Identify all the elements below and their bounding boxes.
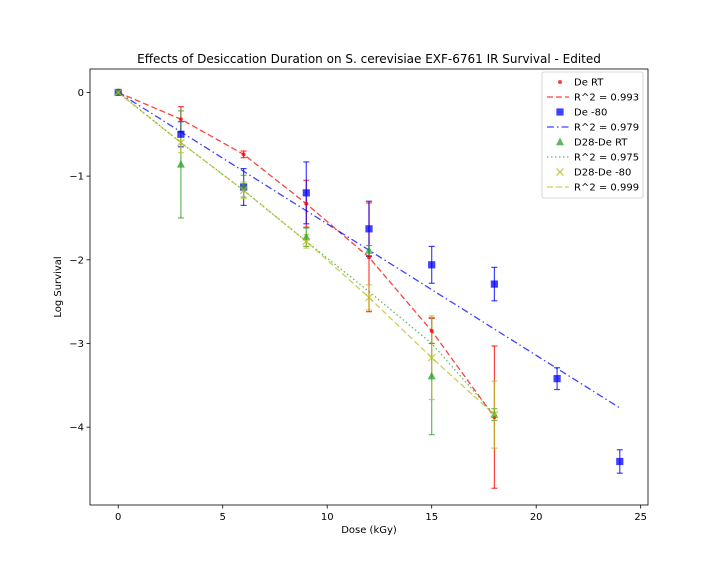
- data-point: [365, 225, 373, 233]
- x-tick-label: 25: [634, 512, 647, 523]
- data-point: [616, 457, 624, 466]
- data-point: [490, 280, 498, 288]
- data-point: [239, 186, 248, 195]
- data-point-stroke: [427, 353, 436, 362]
- data-point: [302, 189, 310, 197]
- legend-label: R^2 = 0.999: [574, 183, 639, 194]
- data-point: [490, 410, 499, 419]
- data-point-stroke: [114, 88, 123, 97]
- legend-marker: [556, 137, 564, 146]
- x-axis-label: Dose (kGy): [341, 525, 397, 536]
- data-point: [176, 138, 185, 147]
- data-point: [365, 293, 373, 302]
- legend-label: De -80: [574, 108, 607, 119]
- data-point-stroke: [239, 186, 248, 195]
- data-markers: [114, 87, 624, 466]
- x-tick-label: 0: [115, 512, 121, 523]
- legend-label: D28-De -80: [574, 168, 631, 179]
- data-point: [427, 371, 436, 380]
- data-point: [302, 237, 311, 246]
- data-point: [553, 375, 561, 383]
- legend-marker: [558, 80, 562, 84]
- y-tick-label: −2: [69, 255, 84, 266]
- x-tick-label: 10: [321, 512, 334, 523]
- legend-marker: [556, 108, 564, 116]
- data-point: [176, 159, 185, 168]
- axes: 0 5 10 15 20 25 0 −1 −2 −3 −4: [69, 88, 647, 523]
- legend-label: R^2 = 0.975: [574, 153, 639, 164]
- data-point-stroke: [365, 293, 373, 302]
- data-point: [114, 88, 123, 97]
- data-point: [367, 255, 371, 260]
- legend-marker: [556, 168, 564, 176]
- y-tick-label: 0: [78, 88, 84, 99]
- legend-box: [541, 71, 644, 199]
- data-point: [428, 261, 436, 269]
- x-tick-label: 20: [530, 512, 543, 523]
- data-point-stroke: [176, 138, 185, 147]
- data-point-stroke: [490, 410, 499, 419]
- y-tick-label: −1: [69, 172, 84, 183]
- data-point: [304, 201, 309, 206]
- legend: De RT R^2 = 0.993 De -80 R^2 = 0.979 D28-De …: [541, 71, 644, 199]
- y-tick-label: −3: [69, 339, 84, 350]
- y-axis-label: Log Survival: [53, 256, 64, 317]
- data-point: [429, 328, 434, 333]
- x-tick-label: 15: [425, 512, 438, 523]
- chart-title: Effects of Desiccation Duration on S. ce…: [137, 52, 601, 66]
- x-tick-label: 5: [220, 512, 226, 523]
- data-point: [241, 152, 246, 157]
- data-point: [427, 353, 436, 362]
- data-point-stroke: [302, 237, 311, 246]
- y-tick-label: −4: [69, 423, 84, 434]
- legend-label: R^2 = 0.979: [574, 123, 639, 134]
- legend-label: D28-De RT: [574, 138, 628, 149]
- legend-label: De RT: [574, 78, 604, 89]
- data-point: [365, 246, 373, 254]
- legend-label: R^2 = 0.993: [574, 93, 639, 104]
- data-point: [177, 130, 185, 138]
- legend-marker-stroke: [556, 168, 564, 176]
- plot-frame: [89, 68, 649, 506]
- data-point: [178, 117, 183, 122]
